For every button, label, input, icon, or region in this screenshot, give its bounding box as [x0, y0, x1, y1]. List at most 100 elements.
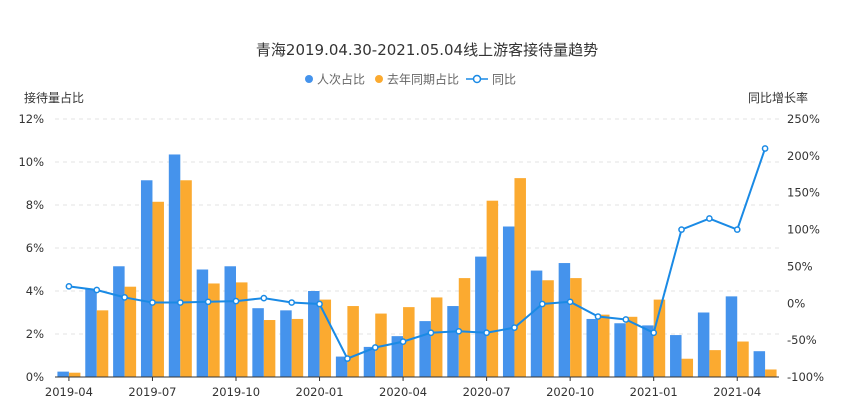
legend-marker-series2 — [375, 75, 383, 83]
y-right-tick-label: 150% — [787, 186, 820, 200]
legend[interactable]: 人次占比 去年同期占比 同比 — [305, 72, 516, 87]
yoy-point[interactable] — [733, 226, 741, 233]
bar-series1[interactable] — [614, 323, 626, 377]
bar-series2[interactable] — [236, 282, 248, 377]
yoy-point[interactable] — [288, 299, 296, 306]
yoy-point[interactable] — [650, 329, 658, 337]
yoy-point[interactable] — [93, 286, 101, 294]
bar-series1[interactable] — [252, 308, 264, 377]
yoy-point[interactable] — [65, 282, 73, 290]
yoy-point[interactable] — [149, 299, 156, 306]
bar-series1[interactable] — [113, 266, 125, 377]
bar-series1[interactable] — [308, 291, 320, 377]
yoy-point[interactable] — [538, 300, 546, 308]
bar-series2[interactable] — [737, 341, 749, 377]
y-right-tick-label: -50% — [787, 333, 817, 347]
yoy-point[interactable] — [678, 226, 685, 233]
y-left-tick-label: 12% — [18, 112, 44, 126]
y-right-axis: -100% -50% 0% 50% 100% 150% 200% 250% — [787, 112, 824, 384]
yoy-point[interactable] — [316, 300, 323, 308]
bar-series1[interactable] — [419, 321, 431, 377]
y-left-tick-label: 10% — [18, 155, 44, 169]
bar-series2[interactable] — [542, 280, 554, 377]
bar-series2[interactable] — [96, 310, 109, 377]
bar-series2[interactable] — [68, 372, 81, 377]
yoy-point[interactable] — [566, 298, 574, 306]
bar-series1[interactable] — [530, 270, 543, 377]
yoy-point[interactable] — [371, 344, 379, 351]
bar-series1[interactable] — [670, 335, 682, 377]
legend-label-series1[interactable]: 人次占比 — [317, 72, 365, 87]
bar-series1[interactable] — [558, 263, 571, 377]
bar-series2[interactable] — [486, 200, 499, 377]
yoy-point[interactable] — [483, 329, 490, 337]
bar-series1[interactable] — [447, 306, 459, 377]
legend-label-series2[interactable]: 去年同期占比 — [387, 72, 459, 87]
bar-series2[interactable] — [291, 318, 304, 377]
bar-series2[interactable] — [180, 180, 192, 377]
yoy-point[interactable] — [511, 324, 518, 331]
yoy-point[interactable] — [121, 294, 128, 301]
bar-series1[interactable] — [502, 226, 515, 378]
bar-series2[interactable] — [625, 316, 638, 377]
bar-series1[interactable] — [224, 266, 237, 377]
y-left-tick-label: 0% — [26, 370, 44, 384]
yoy-point[interactable] — [594, 313, 602, 320]
yoy-point[interactable] — [344, 355, 351, 362]
yoy-point[interactable] — [761, 145, 769, 152]
bar-series2[interactable] — [598, 314, 610, 377]
yoy-point[interactable] — [232, 297, 240, 305]
bar-series1[interactable] — [642, 325, 654, 377]
bar-series2[interactable] — [681, 358, 694, 377]
bar-series2[interactable] — [709, 350, 721, 377]
yoy-point[interactable] — [427, 329, 435, 337]
yoy-point[interactable] — [399, 338, 407, 345]
bar-series2[interactable] — [765, 369, 777, 377]
x-tick-label: 2020-07 — [463, 385, 511, 399]
yoy-point[interactable] — [455, 327, 463, 335]
y-right-tick-label: 100% — [787, 223, 820, 237]
y-right-tick-label: 200% — [787, 149, 820, 163]
yoy-point[interactable] — [176, 299, 184, 306]
bar-series2[interactable] — [152, 201, 164, 377]
legend-label-line[interactable]: 同比 — [492, 73, 516, 87]
x-tick-label: 2021-01 — [630, 385, 678, 399]
bar-series2[interactable] — [403, 307, 415, 377]
bar-series1[interactable] — [586, 318, 599, 377]
bar-series2[interactable] — [570, 278, 582, 377]
bar-series1[interactable] — [280, 310, 292, 377]
bar-series2[interactable] — [514, 178, 526, 377]
bar-series1[interactable] — [85, 288, 97, 377]
yoy-point[interactable] — [260, 294, 268, 302]
bar-series2[interactable] — [653, 299, 666, 377]
bar-series1[interactable] — [475, 256, 487, 377]
x-axis: 2019-04 2019-07 2019-10 2020-01 2020-04 2020-… — [45, 376, 779, 399]
bar-series2[interactable] — [458, 278, 471, 377]
bar-series2[interactable] — [263, 320, 276, 377]
bar-series1[interactable] — [140, 180, 153, 377]
y-right-tick-label: -100% — [787, 370, 824, 384]
bar-series1[interactable] — [753, 351, 766, 377]
bar-series1[interactable] — [335, 356, 348, 377]
bar-series1[interactable] — [57, 371, 69, 377]
x-tick-label: 2021-04 — [713, 385, 761, 399]
bar-series1[interactable] — [196, 269, 209, 378]
bar-series1[interactable] — [168, 154, 181, 377]
bar-series1[interactable] — [391, 336, 404, 377]
bar-series1[interactable] — [725, 296, 738, 377]
y-right-axis-title: 同比增长率 — [748, 90, 808, 105]
bar-series2[interactable] — [347, 306, 359, 377]
y-left-axis: 0% 2% 4% 6% 8% 10% 12% — [18, 112, 44, 384]
legend-marker-line-point — [472, 74, 482, 84]
bar-series2[interactable] — [124, 286, 137, 377]
y-left-tick-label: 6% — [26, 241, 44, 255]
yoy-point[interactable] — [204, 298, 212, 306]
yoy-point[interactable] — [706, 215, 713, 222]
bar-series1[interactable] — [363, 346, 376, 377]
bar-series1[interactable] — [697, 312, 710, 378]
bar-series2[interactable] — [208, 283, 220, 377]
bar-series2[interactable] — [319, 299, 332, 377]
yoy-point[interactable] — [622, 316, 630, 323]
legend-marker-series1 — [305, 75, 313, 83]
bar-series2[interactable] — [430, 297, 443, 377]
